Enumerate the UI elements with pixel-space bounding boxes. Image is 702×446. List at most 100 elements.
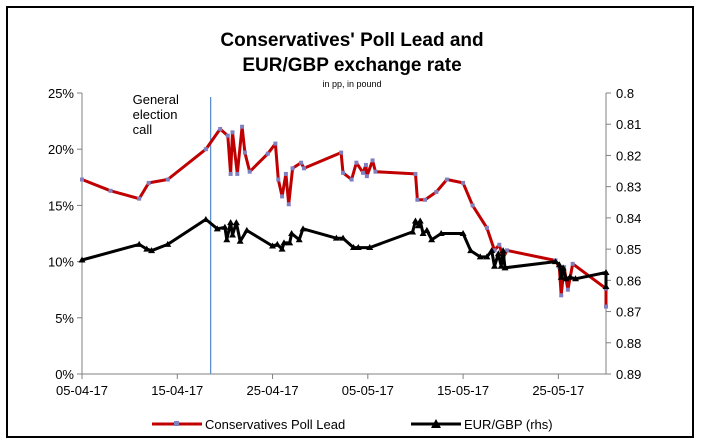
eurgbp-point <box>602 269 610 276</box>
eurgbp-point <box>223 236 231 243</box>
poll-lead-point <box>370 158 375 163</box>
poll-lead-point <box>301 166 306 171</box>
poll-lead-point <box>570 261 575 266</box>
eurgbp-point <box>552 258 560 265</box>
eurgbp-point <box>213 225 221 232</box>
poll-lead-point <box>559 293 564 298</box>
poll-lead-point <box>470 203 475 208</box>
eurgbp-point <box>409 228 417 235</box>
x-tick-label: 25-04-17 <box>247 383 299 398</box>
legend: Conservatives Poll Lead EUR/GBP (rhs) <box>152 417 553 432</box>
poll-lead-point <box>363 162 368 167</box>
left-tick-label: 25% <box>48 86 74 101</box>
eurgbp-point <box>572 275 580 282</box>
poll-lead-point <box>265 151 270 156</box>
eurgbp-point <box>354 244 362 251</box>
eurgbp-point <box>227 219 235 226</box>
eurgbp-point <box>229 231 237 238</box>
poll-lead-point <box>461 180 466 185</box>
eurgbp-point <box>135 240 143 247</box>
eurgbp-point <box>428 236 436 243</box>
eurgbp-point <box>559 264 567 271</box>
poll-lead-point <box>415 197 420 202</box>
eurgbp-point <box>243 226 251 233</box>
eurgbp-point <box>143 245 151 252</box>
eurgbp-point <box>286 239 294 246</box>
eurgbp-point <box>437 230 445 236</box>
poll-lead-point <box>565 287 570 292</box>
x-tick-label: 15-05-17 <box>437 383 489 398</box>
right-tick-label: 0.85 <box>616 242 641 257</box>
poll-lead-point <box>341 170 346 175</box>
poll-lead-point <box>235 171 240 176</box>
eurgbp-point <box>416 217 424 224</box>
poll-lead-point <box>290 166 295 171</box>
x-tick-label: 05-04-17 <box>56 383 108 398</box>
eurgbp-point <box>288 230 296 236</box>
poll-lead-point <box>108 188 113 193</box>
left-tick-label: 15% <box>48 198 74 213</box>
eurgbp-point <box>555 261 563 268</box>
legend-poll-lead-label: Conservatives Poll Lead <box>205 417 345 432</box>
poll-lead-point <box>504 248 509 253</box>
eurgbp-point <box>350 244 358 251</box>
poll-lead-point <box>218 126 223 131</box>
poll-lead-point <box>240 124 245 129</box>
eurgbp-point <box>221 223 229 230</box>
eurgbp-line <box>81 217 608 287</box>
poll-lead-point <box>484 225 489 230</box>
eurgbp-point <box>332 234 340 241</box>
eurgbp-point <box>148 247 156 254</box>
left-tick-label: 5% <box>55 311 74 326</box>
eurgbp-point <box>602 283 610 290</box>
chart-subtitle: in pp, in pound <box>322 79 381 89</box>
legend-eurgbp-marker <box>431 419 441 428</box>
poll-lead-point <box>225 133 230 138</box>
x-tick-label: 15-04-17 <box>151 383 203 398</box>
eurgbp-point <box>273 240 281 247</box>
eurgbp-point <box>278 245 286 252</box>
poll-lead-point <box>203 147 208 152</box>
right-tick-label: 0.83 <box>616 180 641 195</box>
poll-lead-point <box>339 150 344 155</box>
election-annotation-line1: General <box>133 92 179 107</box>
election-annotation-line3: call <box>133 122 153 137</box>
eurgbp-point <box>562 275 570 282</box>
poll-lead-point <box>492 248 497 253</box>
eurgbp-point <box>423 226 431 233</box>
poll-lead-point <box>364 174 369 179</box>
legend-poll-lead-marker <box>174 421 179 426</box>
eurgbp-point <box>269 242 277 249</box>
eurgbp-point <box>366 244 374 251</box>
poll-lead-point <box>242 150 247 155</box>
poll-lead-point <box>273 141 278 146</box>
poll-lead-point <box>247 169 252 174</box>
poll-lead-point <box>604 304 608 309</box>
right-tick-label: 0.82 <box>616 148 641 163</box>
left-tick-label: 10% <box>48 255 74 270</box>
eurgbp-point <box>419 230 427 236</box>
right-tick-label: 0.84 <box>616 211 641 226</box>
left-tick-label: 0% <box>55 367 74 382</box>
eurgbp-point <box>411 217 419 224</box>
poll-lead-point <box>280 194 285 199</box>
right-tick-label: 0.87 <box>616 305 641 320</box>
poll-lead-line <box>81 125 608 307</box>
right-tick-label: 0.8 <box>616 86 634 101</box>
series-layer <box>78 124 610 309</box>
eurgbp-point <box>339 234 347 241</box>
eurgbp-point <box>476 253 484 260</box>
eurgbp-point <box>78 256 86 263</box>
x-tick-label: 25-05-17 <box>532 383 584 398</box>
eurgbp-point <box>483 253 491 260</box>
poll-lead-point <box>80 177 84 182</box>
right-tick-label: 0.88 <box>616 336 641 351</box>
chart-title-line2: EUR/GBP exchange rate <box>242 55 461 76</box>
right-tick-label: 0.86 <box>616 273 641 288</box>
eurgbp-point <box>202 215 210 222</box>
x-tick-label: 05-05-17 <box>342 383 394 398</box>
poll-lead-point <box>286 202 291 207</box>
chart-frame: Conservatives' Poll Lead and EUR/GBP exc… <box>6 6 694 438</box>
poll-lead-point <box>228 171 233 176</box>
eurgbp-point <box>491 262 499 269</box>
